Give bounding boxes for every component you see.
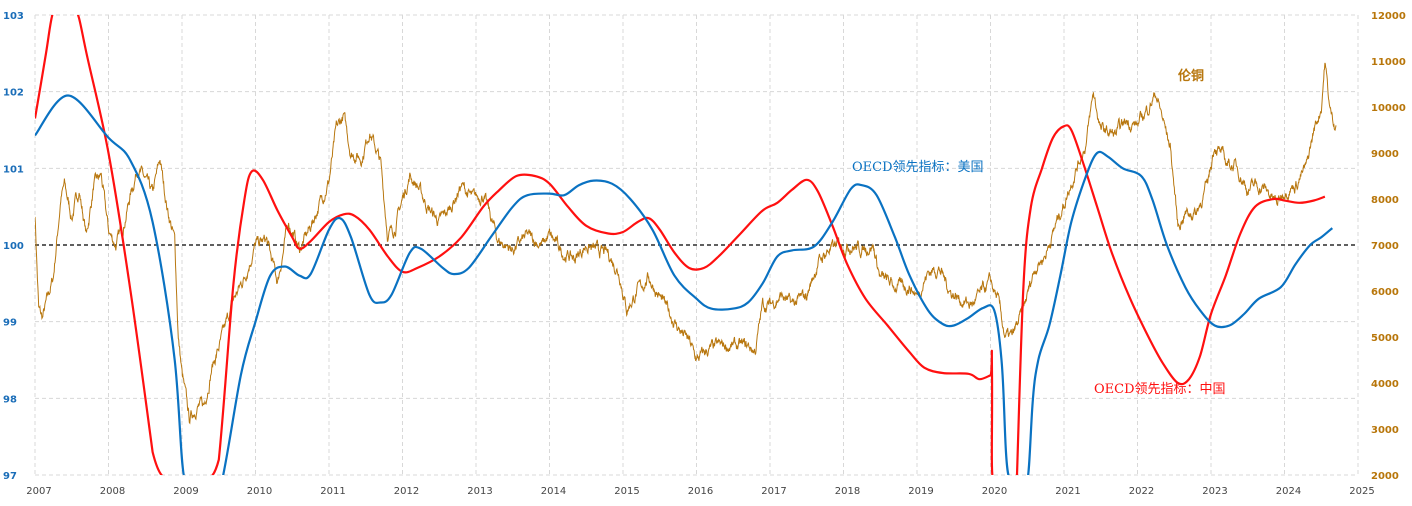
x-tick-label: 2019 [908,486,933,497]
x-tick-label: 2023 [1202,486,1227,497]
y-right-tick-label: 9000 [1371,149,1399,160]
x-tick-label: 2007 [26,486,51,497]
y-right-tick-label: 7000 [1371,241,1399,252]
y-left-tick-label: 100 [3,241,24,252]
x-tick-label: 2008 [100,486,125,497]
series-line-oecd-us [35,94,1334,475]
y-left-tick-label: 97 [3,471,17,482]
series-layer [35,15,1337,475]
y-left-tick-label: 101 [3,164,24,175]
series-line-oecd-china [35,15,1326,475]
y-right-tick-label: 5000 [1371,333,1399,344]
y-left-tick-label: 98 [3,394,17,405]
axes: 2007 2008 2009 2010 2011 2012 2013 2014 2015 2016… [3,11,1406,497]
y-right-tick-label: 6000 [1371,287,1399,298]
y-right-tick-label: 4000 [1371,379,1399,390]
annotation-copper: 伦铜 [1178,68,1204,84]
annotation-china: OECD领先指标：中国 [1094,382,1226,397]
series-line-copper [35,62,1337,425]
y-right-tick-label: 8000 [1371,195,1399,206]
annotation-us: OECD领先指标：美国 [852,160,984,175]
grid [34,14,1359,476]
y-right-tick-label: 3000 [1371,425,1399,436]
x-tick-label: 2015 [614,486,639,497]
x-tick-label: 2014 [541,486,566,497]
x-tick-label: 2018 [835,486,860,497]
x-tick-label: 2022 [1129,486,1154,497]
y-right-tick-label: 11000 [1371,57,1406,68]
y-left-tick-label: 103 [3,11,24,22]
x-tick-label: 2025 [1349,486,1374,497]
x-tick-label: 2011 [320,486,345,497]
y-left-tick-label: 102 [3,88,24,99]
x-tick-label: 2012 [394,486,419,497]
y-right-tick-label: 10000 [1371,103,1406,114]
x-tick-label: 2016 [688,486,713,497]
x-tick-label: 2010 [247,486,272,497]
x-tick-label: 2009 [173,486,198,497]
x-tick-label: 2017 [761,486,786,497]
y-right-tick-label: 12000 [1371,11,1406,22]
x-tick-label: 2020 [982,486,1007,497]
x-tick-label: 2013 [467,486,492,497]
y-left-tick-label: 99 [3,318,17,329]
x-tick-label: 2021 [1055,486,1080,497]
y-right-tick-label: 2000 [1371,471,1399,482]
x-tick-label: 2024 [1276,486,1301,497]
